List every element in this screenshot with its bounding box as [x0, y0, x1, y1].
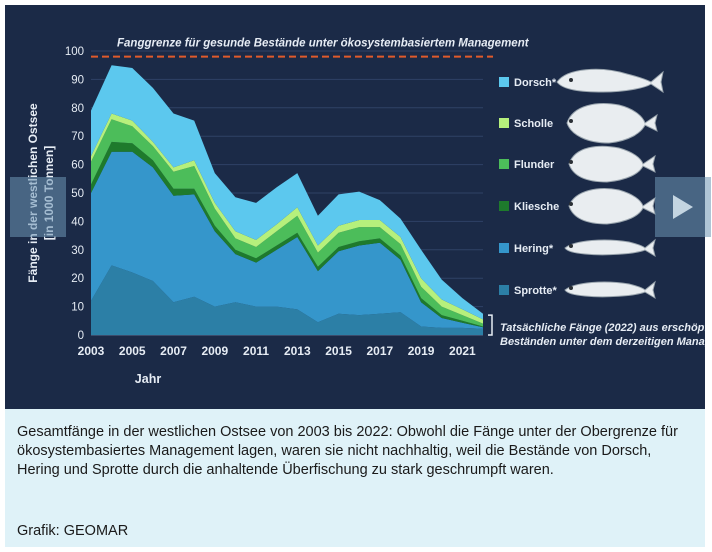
fish-body — [568, 145, 656, 183]
caption-text: Gesamtfänge in der westlichen Ostsee von… — [17, 424, 678, 478]
legend-swatch — [499, 118, 509, 128]
x-tick-label: 2011 — [243, 344, 269, 358]
fish-body — [564, 238, 656, 258]
fish-body — [568, 188, 656, 225]
previous-slide-button[interactable] — [10, 177, 66, 237]
fish-eye — [569, 244, 573, 248]
area-hering — [91, 151, 483, 329]
x-axis-title: Jahr — [135, 372, 162, 386]
area-scholle — [91, 113, 483, 324]
legend-swatch — [499, 243, 509, 253]
fish-icon — [564, 238, 656, 258]
annotation-text: Beständen unter dem derzeitigen Manageme… — [500, 336, 705, 348]
y-tick-label: 60 — [71, 160, 84, 172]
limit-line-label: Fanggrenze für gesunde Bestände unter ök… — [117, 38, 530, 50]
y-tick-label: 100 — [65, 46, 84, 58]
y-tick-label: 40 — [71, 216, 84, 228]
x-tick-label: 2007 — [160, 344, 187, 358]
annotation-bracket — [488, 314, 493, 336]
credit-text: Grafik: GEOMAR — [17, 523, 129, 539]
fish-eye — [569, 119, 573, 123]
annotation-text: Tatsächliche Fänge (2022) aus erschöpfte… — [500, 322, 705, 334]
fish-icon — [568, 145, 656, 183]
y-tick-label: 20 — [71, 273, 84, 285]
y-tick-label: 90 — [71, 74, 84, 86]
y-tick-label: 30 — [71, 245, 84, 257]
x-tick-label: 2013 — [284, 344, 311, 358]
fish-eye — [569, 160, 573, 164]
x-tick-label: 2017 — [366, 344, 393, 358]
fish-icon — [568, 188, 656, 225]
next-slide-button[interactable] — [655, 177, 711, 237]
fish-eye — [569, 202, 573, 206]
legend-label: Flunder — [514, 159, 555, 171]
legend-swatch — [499, 159, 509, 169]
fish-icon — [556, 68, 664, 94]
catch-chart: 0 10 20 30 40 50 60 70 80 90 100 Fanggrenze für ges… — [26, 38, 705, 386]
fish-icon — [566, 103, 658, 144]
x-tick-label: 2019 — [408, 344, 435, 358]
legend-label: Sprotte* — [514, 285, 558, 297]
x-tick-label: 2015 — [325, 344, 352, 358]
fish-icon — [564, 280, 656, 300]
caption-box: Gesamtfänge in der westlichen Ostsee von… — [5, 409, 705, 547]
y-tick-label: 10 — [71, 302, 84, 314]
legend-swatch — [499, 285, 509, 295]
y-tick-label: 70 — [71, 131, 84, 143]
x-tick-label: 2009 — [201, 344, 228, 358]
fish-body — [556, 68, 664, 94]
fish-body — [566, 103, 658, 144]
legend-label: Dorsch* — [514, 77, 557, 89]
area-flunder — [91, 119, 483, 327]
fish-eye — [569, 78, 573, 82]
area-sprotte — [91, 265, 483, 335]
figure: 0 10 20 30 40 50 60 70 80 90 100 Fanggrenze für ges… — [5, 5, 711, 547]
chart-panel: 0 10 20 30 40 50 60 70 80 90 100 Fanggrenze für ges… — [5, 5, 705, 409]
legend-label: Hering* — [514, 243, 554, 255]
legend-label: Kliesche — [514, 201, 559, 213]
y-tick-label: 80 — [71, 103, 84, 115]
legend-swatch — [499, 201, 509, 211]
legend-swatch — [499, 77, 509, 87]
x-tick-label: 2021 — [449, 344, 476, 358]
fish-body — [564, 280, 656, 300]
x-tick-label: 2003 — [78, 344, 105, 358]
y-tick-label: 0 — [78, 330, 84, 342]
fish-eye — [569, 286, 573, 290]
x-tick-label: 2005 — [119, 344, 146, 358]
y-tick-label: 50 — [71, 188, 84, 200]
area-dorsch — [91, 65, 483, 320]
legend-label: Scholle — [514, 118, 553, 130]
play-right-icon — [673, 195, 693, 219]
